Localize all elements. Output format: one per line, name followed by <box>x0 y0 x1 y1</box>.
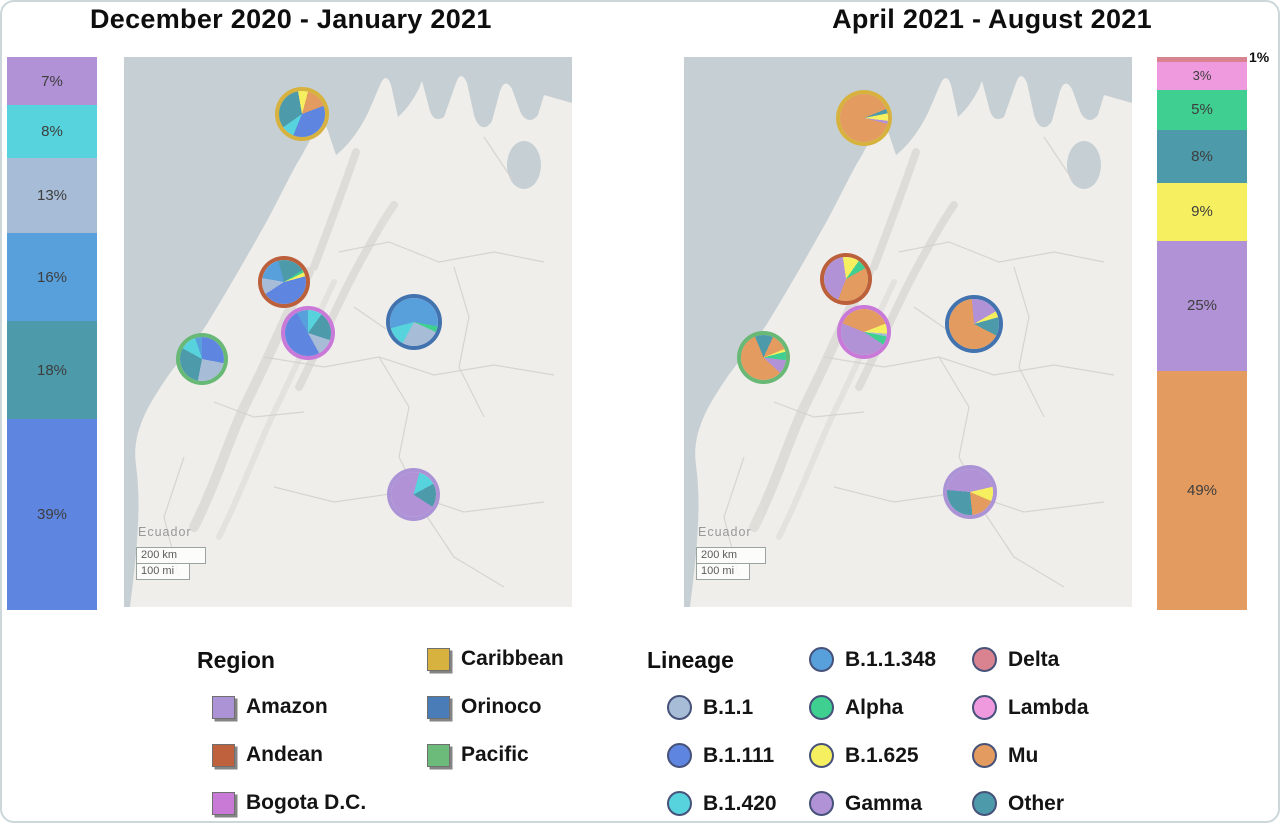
lineage-item-delta: Delta <box>972 647 1059 672</box>
region-label-orinoco: Orinoco <box>461 695 542 718</box>
lineage-label-lambda: Lambda <box>1008 695 1089 719</box>
bar-segment-gamma: 25% <box>1157 240 1247 372</box>
stacked-bar-left: 7% 8% 13% 16% 18% 39% <box>7 57 97 610</box>
region-item-orinoco: Orinoco <box>427 695 542 719</box>
lineage-swatch-gamma <box>809 791 834 816</box>
lineage-item-other: Other <box>972 791 1064 816</box>
pie-amazon-left <box>390 471 436 517</box>
bar-segment-lambda: 3% <box>1157 61 1247 91</box>
lineage-item-b-1-625: B.1.625 <box>809 743 919 768</box>
region-item-bogota-d-c: Bogota D.C. <box>212 791 366 815</box>
region-item-caribbean: Caribbean <box>427 647 564 671</box>
map-label-ecuador: Ecuador <box>138 525 192 539</box>
lineage-item-b-1-1-348: B.1.1.348 <box>809 647 936 672</box>
lineage-label-mu: Mu <box>1008 743 1039 767</box>
bar-segment-gamma: 7% <box>7 57 97 106</box>
bar-segment-b-1-1: 13% <box>7 157 97 234</box>
scale-kilometers: 200 km <box>696 547 766 564</box>
bar-segment-b-1-1-348: 16% <box>7 233 97 322</box>
region-item-amazon: Amazon <box>212 695 328 719</box>
region-label-pacific: Pacific <box>461 743 529 766</box>
bar-segment-other: 8% <box>1157 129 1247 184</box>
map-right: Ecuador 200 km 100 mi <box>684 57 1132 607</box>
region-label-amazon: Amazon <box>246 695 328 718</box>
lineage-swatch-b-1-1-348 <box>809 647 834 672</box>
region-label-andean: Andean <box>246 743 324 766</box>
lineage-label-b-1-420: B.1.420 <box>703 791 777 815</box>
pie-amazon-right <box>947 469 993 515</box>
region-swatch-caribbean <box>427 647 450 671</box>
bar-segment-b-1-625: 9% <box>1157 183 1247 241</box>
lineage-label-b-1-1-348: B.1.1.348 <box>845 647 937 671</box>
pie-orinoco-right <box>949 299 999 349</box>
region-swatch-pacific <box>427 743 450 767</box>
map-label-ecuador: Ecuador <box>698 525 752 539</box>
scale-miles: 100 mi <box>696 562 750 580</box>
colombia-map-graphic <box>684 57 1132 607</box>
lineage-item-b-1-111: B.1.111 <box>667 743 774 768</box>
map-left: Ecuador 200 km 100 mi <box>124 57 572 607</box>
region-swatch-orinoco <box>427 695 450 719</box>
scale-kilometers: 200 km <box>136 547 206 564</box>
lineage-swatch-b-1-420 <box>667 791 692 816</box>
region-label-bogota-d-c: Bogota D.C. <box>246 791 367 814</box>
bar-segment-alpha: 5% <box>1157 90 1247 130</box>
lineage-label-alpha: Alpha <box>845 695 904 719</box>
lineage-label-other: Other <box>1008 791 1065 815</box>
legend-region: Region Amazon Andean Bogota D.C. Caribbean O… <box>197 645 627 821</box>
pie-andean-right <box>824 257 868 301</box>
pie-caribbean-right <box>840 94 888 142</box>
lineage-item-b-1-1: B.1.1 <box>667 695 753 720</box>
pie-bogota-d-c-right <box>841 309 887 355</box>
bar-segment-other: 18% <box>7 321 97 419</box>
period-title-right: April 2021 - August 2021 <box>832 4 1152 34</box>
scale-miles: 100 mi <box>136 562 190 580</box>
pie-caribbean-left <box>279 91 325 137</box>
region-swatch-andean <box>212 743 235 767</box>
lineage-item-b-1-420: B.1.420 <box>667 791 777 816</box>
bar-segment-mu: 49% <box>1157 371 1247 610</box>
lineage-item-alpha: Alpha <box>809 695 903 720</box>
lineage-swatch-b-1-625 <box>809 743 834 768</box>
region-item-pacific: Pacific <box>427 743 529 767</box>
lineage-item-lambda: Lambda <box>972 695 1089 720</box>
colombia-map-graphic <box>124 57 572 607</box>
lineage-swatch-alpha <box>809 695 834 720</box>
region-label-caribbean: Caribbean <box>461 647 564 670</box>
pie-bogota-d-c-left <box>285 310 331 356</box>
legend-region-title: Region <box>197 647 275 673</box>
lineage-label-b-1-1: B.1.1 <box>703 695 754 719</box>
bar-segment-b-1-420: 8% <box>7 105 97 158</box>
region-swatch-bogota-d-c <box>212 791 235 815</box>
pie-andean-left <box>262 260 306 304</box>
lineage-swatch-other <box>972 791 997 816</box>
lineage-label-b-1-625: B.1.625 <box>845 743 919 767</box>
lineage-swatch-lambda <box>972 695 997 720</box>
lineage-item-mu: Mu <box>972 743 1038 768</box>
lineage-label-b-1-111: B.1.111 <box>703 743 775 767</box>
bar-segment-b-1-111: 39% <box>7 418 97 610</box>
pie-orinoco-left <box>390 298 438 346</box>
bar-right-outside-label: 1% <box>1249 49 1270 65</box>
map-scale-bar: 200 km 100 mi <box>696 547 766 580</box>
lineage-label-gamma: Gamma <box>845 791 923 815</box>
lineage-item-gamma: Gamma <box>809 791 922 816</box>
period-title-left: December 2020 - January 2021 <box>90 4 492 34</box>
lineage-swatch-delta <box>972 647 997 672</box>
pie-pacific-right <box>740 334 786 380</box>
pie-pacific-left <box>180 337 224 381</box>
lineage-swatch-b-1-1 <box>667 695 692 720</box>
lineage-swatch-mu <box>972 743 997 768</box>
legend-lineage: Lineage B.1.1 B.1.111 B.1.420 B.1.1.348 Alph… <box>647 645 1147 821</box>
bar-segment-delta <box>1157 57 1247 62</box>
stacked-bar-right: 3% 5% 8% 9% 25% 49% <box>1157 57 1247 610</box>
lineage-label-delta: Delta <box>1008 647 1060 671</box>
region-item-andean: Andean <box>212 743 323 767</box>
map-scale-bar: 200 km 100 mi <box>136 547 206 580</box>
lineage-swatch-b-1-111 <box>667 743 692 768</box>
legend-lineage-title: Lineage <box>647 647 734 673</box>
region-swatch-amazon <box>212 695 235 719</box>
